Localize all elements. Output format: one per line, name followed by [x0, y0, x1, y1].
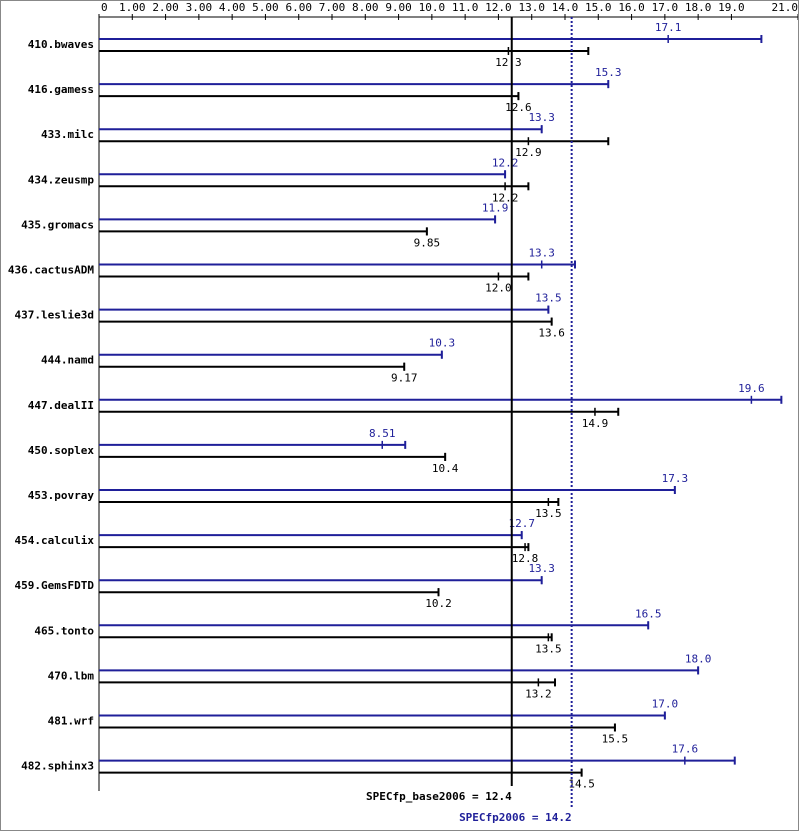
value-label: 13.5 — [535, 292, 562, 305]
x-tick-label: 18.0 — [685, 1, 712, 14]
value-label: 9.85 — [414, 236, 441, 249]
category-label: 454.calculix — [15, 534, 95, 547]
reference-label: SPECfp_base2006 = 12.4 — [366, 790, 512, 803]
x-tick-label: 16.0 — [618, 1, 645, 14]
x-tick-label: 1.00 — [119, 1, 146, 14]
category-label: 465.tonto — [34, 624, 94, 637]
x-tick-label: 0 — [101, 1, 108, 14]
value-label: 17.1 — [655, 21, 682, 34]
x-tick-label: 19.0 — [718, 1, 745, 14]
value-label: 9.17 — [391, 372, 418, 385]
category-label: 470.lbm — [48, 669, 95, 682]
category-label: 459.GemsFDTD — [15, 579, 95, 592]
category-label: 450.soplex — [28, 444, 95, 457]
category-label: 482.sphinx3 — [21, 760, 94, 773]
x-tick-label: 6.00 — [285, 1, 312, 14]
category-label: 447.dealII — [28, 399, 94, 412]
x-tick-label: 13.0 — [518, 1, 545, 14]
value-label: 8.51 — [369, 427, 396, 440]
category-label: 433.milc — [41, 128, 94, 141]
category-label: 444.namd — [41, 354, 94, 367]
x-tick-label: 7.00 — [319, 1, 346, 14]
category-label: 481.wrf — [48, 715, 94, 728]
value-label: 12.9 — [515, 146, 542, 159]
value-label: 13.3 — [528, 247, 555, 260]
value-label: 12.8 — [512, 552, 539, 565]
value-label: 17.3 — [662, 472, 689, 485]
category-label: 434.zeusmp — [28, 173, 95, 186]
value-label: 15.3 — [595, 66, 622, 79]
value-label: 12.2 — [492, 156, 519, 169]
x-tick-label: 12.0 — [485, 1, 512, 14]
value-label: 10.3 — [429, 337, 456, 350]
value-label: 14.5 — [568, 778, 595, 791]
x-tick-label: 15.0 — [585, 1, 612, 14]
category-label: 437.leslie3d — [15, 309, 94, 322]
value-label: 18.0 — [685, 652, 712, 665]
value-label: 17.6 — [672, 743, 699, 756]
x-tick-label: 21.0 — [772, 1, 799, 14]
category-label: 435.gromacs — [21, 218, 94, 231]
value-label: 15.5 — [602, 733, 629, 746]
x-tick-label: 8.00 — [352, 1, 379, 14]
x-tick-label: 11.0 — [452, 1, 479, 14]
value-label: 13.5 — [535, 507, 562, 520]
category-label: 436.cactusADM — [8, 264, 94, 277]
x-tick-label: 5.00 — [252, 1, 279, 14]
category-label: 410.bwaves — [28, 38, 94, 51]
value-label: 17.0 — [652, 698, 679, 711]
value-label: 13.3 — [528, 562, 555, 575]
value-label: 11.9 — [482, 201, 509, 214]
value-label: 10.4 — [432, 462, 459, 475]
category-label: 416.gamess — [28, 83, 94, 96]
category-label: 453.povray — [28, 489, 95, 502]
value-label: 19.6 — [738, 382, 765, 395]
value-label: 13.2 — [525, 687, 552, 700]
value-label: 12.7 — [508, 517, 535, 530]
value-label: 14.9 — [582, 417, 609, 430]
x-tick-label: 9.00 — [385, 1, 412, 14]
value-label: 13.6 — [538, 327, 565, 340]
value-label: 16.5 — [635, 607, 662, 620]
x-tick-label: 2.00 — [152, 1, 179, 14]
x-tick-label: 10.0 — [419, 1, 446, 14]
value-label: 13.3 — [528, 111, 555, 124]
x-tick-label: 4.00 — [219, 1, 246, 14]
value-label: 10.2 — [425, 597, 452, 610]
x-tick-label: 17.0 — [652, 1, 679, 14]
value-label: 12.3 — [495, 56, 522, 69]
x-tick-label: 3.00 — [186, 1, 213, 14]
value-label: 12.0 — [485, 282, 512, 295]
reference-label: SPECfp2006 = 14.2 — [459, 811, 572, 824]
x-tick-label: 14.0 — [552, 1, 579, 14]
value-label: 13.5 — [535, 642, 562, 655]
